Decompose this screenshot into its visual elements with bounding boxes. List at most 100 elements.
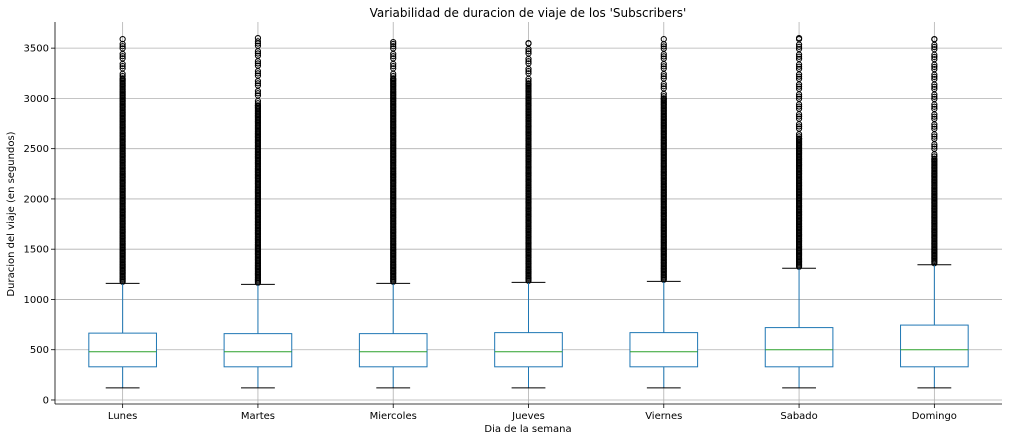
- outlier-point: [525, 58, 532, 65]
- outlier-point: [390, 40, 397, 48]
- outlier-point: [931, 35, 938, 43]
- outlier-point: [795, 115, 803, 122]
- x-tick-label: Miercoles: [370, 411, 417, 422]
- outlier-point: [931, 43, 938, 51]
- y-tick-label: 2000: [24, 194, 49, 205]
- outlier-point: [525, 48, 532, 55]
- outlier-point: [795, 125, 803, 132]
- outlier-point: [254, 100, 262, 107]
- outlier-point: [660, 55, 667, 62]
- outlier-point: [660, 83, 667, 90]
- outlier-point: [795, 95, 803, 102]
- y-tick-label: 1500: [24, 245, 49, 256]
- outlier-point: [660, 43, 667, 50]
- box-iqr: [494, 332, 563, 368]
- outlier-point: [795, 63, 803, 70]
- outlier-point: [931, 125, 938, 132]
- outlier-point: [119, 35, 126, 43]
- outlier-point: [931, 83, 938, 90]
- outlier-point: [254, 70, 262, 77]
- outlier-point: [931, 56, 938, 63]
- outlier-point: [795, 123, 803, 130]
- outlier-point: [931, 75, 938, 83]
- x-axis-title: Dia de la semana: [484, 424, 571, 435]
- outlier-point: [254, 102, 262, 109]
- outlier-point: [254, 42, 262, 49]
- outlier-point: [931, 103, 938, 110]
- outlier-point: [525, 68, 532, 75]
- outlier-point: [660, 85, 667, 92]
- y-tick-label: 2500: [24, 144, 49, 155]
- outlier-point: [931, 135, 938, 142]
- outlier-point: [119, 43, 126, 50]
- outlier-point: [795, 93, 803, 100]
- outlier-point: [254, 50, 262, 57]
- outlier-point: [795, 83, 803, 90]
- outlier-point: [525, 50, 532, 57]
- outlier-point: [931, 133, 938, 140]
- outlier-point: [660, 45, 667, 52]
- chart-title: Variabilidad de duracion de viaje de los…: [370, 6, 687, 20]
- outlier-point: [390, 72, 397, 80]
- outlier-point: [525, 40, 532, 47]
- y-tick-label: 3500: [24, 44, 49, 55]
- outlier-point: [795, 55, 803, 63]
- outlier-point: [254, 62, 262, 69]
- outlier-point: [119, 75, 126, 82]
- outlier-point: [660, 35, 667, 43]
- outlier-point: [795, 103, 803, 110]
- outlier-point: [525, 70, 532, 77]
- outlier-point: [390, 75, 397, 82]
- outlier-point: [254, 38, 262, 45]
- outlier-point: [660, 65, 667, 72]
- outlier-point: [390, 53, 397, 60]
- outlier-point: [795, 75, 803, 82]
- outlier-point: [931, 105, 938, 113]
- outlier-point: [390, 43, 397, 50]
- outlier-point: [660, 73, 667, 80]
- outlier-point: [795, 65, 803, 73]
- outlier-point: [525, 78, 532, 85]
- x-tick-label: Domingo: [912, 411, 957, 422]
- outlier-point: [119, 55, 126, 62]
- outlier-point: [795, 85, 803, 92]
- y-tick-label: 0: [43, 395, 49, 406]
- x-tick-label: Sabado: [780, 411, 817, 422]
- y-axis-title: Duracion del viaje (en segundos): [6, 131, 17, 296]
- outlier-point: [660, 95, 667, 102]
- outlier-point: [931, 123, 938, 130]
- box-iqr: [223, 333, 293, 368]
- outlier-point: [795, 135, 803, 142]
- outlier-point: [119, 63, 126, 70]
- outlier-point: [660, 53, 667, 60]
- outlier-point: [254, 72, 262, 79]
- box-iqr: [88, 332, 157, 368]
- outlier-point: [254, 60, 262, 67]
- box-iqr: [764, 327, 834, 368]
- outlier-point: [931, 66, 938, 73]
- outlier-point: [931, 73, 938, 80]
- x-tick-label: Viernes: [645, 411, 682, 422]
- outlier-point: [931, 85, 938, 93]
- outlier-point: [795, 43, 803, 50]
- outlier-point: [390, 55, 397, 62]
- outlier-point: [254, 80, 262, 87]
- outlier-point: [795, 73, 803, 80]
- outlier-point: [931, 95, 938, 103]
- outlier-point: [931, 53, 938, 61]
- outlier-point: [119, 53, 126, 60]
- outlier-point: [660, 63, 667, 70]
- outlier-point: [660, 75, 667, 82]
- box-iqr: [358, 333, 428, 368]
- outlier-point: [254, 90, 262, 97]
- outlier-point: [525, 60, 532, 67]
- outlier-point: [390, 63, 397, 70]
- outlier-point: [795, 113, 803, 120]
- outlier-point: [254, 34, 262, 42]
- y-tick-label: 1000: [24, 295, 49, 306]
- outlier-point: [254, 82, 262, 89]
- outlier-point: [119, 65, 126, 72]
- outlier-point: [390, 39, 397, 46]
- x-tick-label: Martes: [241, 411, 275, 422]
